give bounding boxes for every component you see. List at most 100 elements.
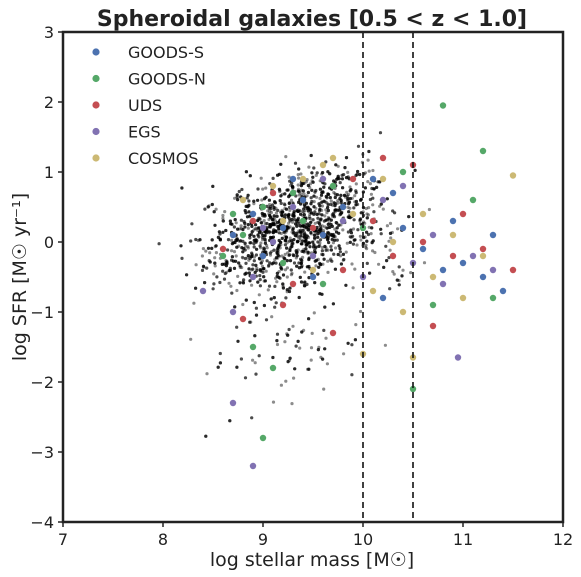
background-point xyxy=(339,193,343,197)
data-point xyxy=(349,210,357,218)
background-point xyxy=(271,231,275,235)
background-point xyxy=(389,236,393,240)
background-point xyxy=(296,216,300,220)
background-point xyxy=(284,239,288,243)
background-point xyxy=(274,211,278,215)
background-point xyxy=(358,218,362,222)
background-point xyxy=(261,267,265,271)
background-point xyxy=(312,212,316,216)
background-point xyxy=(285,288,289,292)
background-point xyxy=(311,175,315,179)
background-point xyxy=(264,250,268,254)
background-point xyxy=(249,241,253,245)
background-point xyxy=(205,266,209,270)
background-point xyxy=(286,188,290,192)
background-point xyxy=(305,240,309,244)
background-point xyxy=(299,261,303,265)
background-point xyxy=(333,195,337,200)
background-point xyxy=(302,225,306,229)
background-point xyxy=(281,284,285,288)
data-point xyxy=(269,364,277,372)
background-point xyxy=(348,216,352,220)
background-point xyxy=(335,238,339,242)
background-point xyxy=(284,235,288,239)
background-point xyxy=(318,224,322,228)
background-point xyxy=(302,284,307,288)
background-point xyxy=(324,208,328,212)
data-point xyxy=(299,175,307,183)
background-point xyxy=(330,237,334,241)
background-point xyxy=(235,236,239,240)
background-point xyxy=(322,185,326,189)
background-point xyxy=(264,250,268,254)
background-point xyxy=(233,305,237,309)
background-point xyxy=(385,197,389,201)
background-point xyxy=(277,244,281,248)
data-point xyxy=(309,224,317,232)
background-point xyxy=(319,263,323,267)
background-point xyxy=(307,207,311,211)
background-point xyxy=(290,184,294,188)
background-point xyxy=(234,259,238,263)
background-point xyxy=(396,227,400,231)
background-point xyxy=(277,172,281,176)
background-point xyxy=(274,229,278,234)
background-point xyxy=(250,283,254,287)
background-point xyxy=(388,231,393,235)
background-point xyxy=(370,241,374,245)
background-point xyxy=(378,131,383,135)
background-point xyxy=(318,218,322,222)
background-point xyxy=(284,236,288,240)
background-point xyxy=(387,256,391,260)
background-point xyxy=(320,245,324,250)
background-point xyxy=(304,201,308,205)
background-point xyxy=(296,189,300,193)
background-point xyxy=(288,239,292,243)
background-point xyxy=(243,225,247,229)
background-point xyxy=(208,260,212,264)
background-point xyxy=(230,242,234,246)
background-point xyxy=(343,193,347,197)
background-point xyxy=(284,238,288,242)
background-point xyxy=(262,303,266,308)
background-point xyxy=(302,225,306,229)
background-point xyxy=(244,271,248,275)
background-point xyxy=(242,278,246,282)
background-point xyxy=(206,246,211,250)
background-point xyxy=(234,238,238,242)
background-point xyxy=(275,332,280,336)
background-point xyxy=(315,225,319,230)
background-point xyxy=(253,227,257,231)
background-point xyxy=(326,270,330,274)
background-point xyxy=(292,261,297,265)
data-point xyxy=(269,189,277,197)
background-point xyxy=(314,245,318,249)
background-point xyxy=(179,244,183,248)
background-point xyxy=(292,231,296,235)
background-point xyxy=(320,204,324,208)
background-point xyxy=(388,231,393,235)
background-point xyxy=(322,387,326,391)
background-point xyxy=(320,213,324,217)
background-point xyxy=(292,210,296,214)
background-point xyxy=(301,224,305,228)
background-point xyxy=(265,228,269,233)
background-point xyxy=(310,188,314,192)
background-point xyxy=(288,201,292,205)
background-point xyxy=(212,210,216,214)
background-point xyxy=(320,190,324,195)
background-point xyxy=(321,190,325,194)
background-point xyxy=(309,346,314,350)
background-point xyxy=(247,210,251,214)
background-point xyxy=(296,189,300,193)
background-point xyxy=(281,210,285,214)
background-point xyxy=(264,231,269,235)
background-point xyxy=(267,212,271,216)
background-point xyxy=(263,250,267,254)
background-point xyxy=(263,237,267,241)
background-point xyxy=(235,193,239,197)
background-point xyxy=(267,230,271,234)
background-point xyxy=(359,197,363,201)
background-point xyxy=(239,224,243,228)
background-point xyxy=(371,239,375,243)
